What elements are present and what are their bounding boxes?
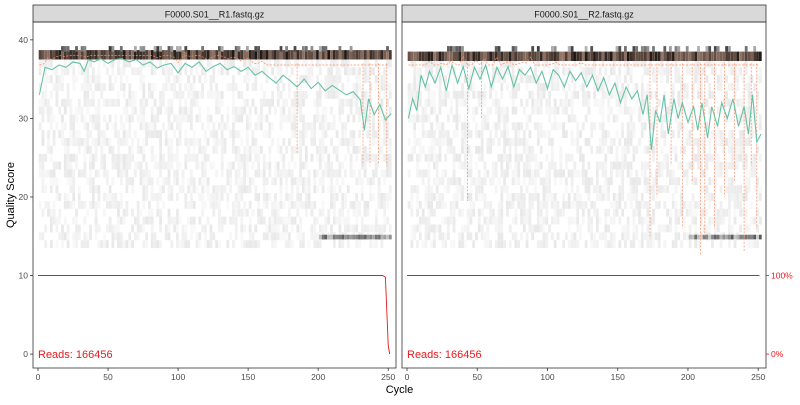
y-tick-label: 30 [19, 113, 29, 123]
panel-1-x-tick-label: 0 [36, 372, 41, 382]
y-tick-label: 20 [19, 192, 29, 202]
x-axis-title: Cycle [386, 384, 414, 396]
y-axis-title: Quality Score [5, 162, 17, 228]
panel-1-x-tick-label: 250 [381, 372, 395, 382]
panel-2-x-tick-label: 200 [681, 372, 695, 382]
secondary-tick-label: 0% [771, 349, 784, 359]
panel-1-heatmap [39, 46, 392, 248]
panel-2-heatmap [408, 46, 762, 248]
panel-1-x-tick-label: 100 [171, 372, 185, 382]
panel-2-x-tick-label: 250 [751, 372, 765, 382]
y-tick-label: 40 [19, 35, 29, 45]
panel-1-reads-line [38, 276, 390, 355]
panel-1-x-tick-label: 200 [311, 372, 325, 382]
panel-1-x-tick-label: 50 [103, 372, 113, 382]
panel-1-reads-label: Reads: 166456 [38, 349, 113, 361]
y-tick-label: 10 [19, 271, 29, 281]
panel-2-x-tick-label: 100 [540, 372, 554, 382]
panel-2-x-tick-label: 50 [473, 372, 483, 382]
panel-2-reads-label: Reads: 166456 [407, 349, 482, 361]
panel-2-x-tick-label: 150 [611, 372, 625, 382]
secondary-tick-label: 100% [771, 271, 793, 281]
panel-1-x-tick-label: 150 [241, 372, 255, 382]
panel-2-x-tick-label: 0 [405, 372, 410, 382]
panel-1-title: F0000.S01__R1.fastq.gz [165, 10, 265, 20]
y-tick-label: 0 [23, 349, 28, 359]
panel-2-title: F0000.S01__R2.fastq.gz [534, 10, 634, 20]
